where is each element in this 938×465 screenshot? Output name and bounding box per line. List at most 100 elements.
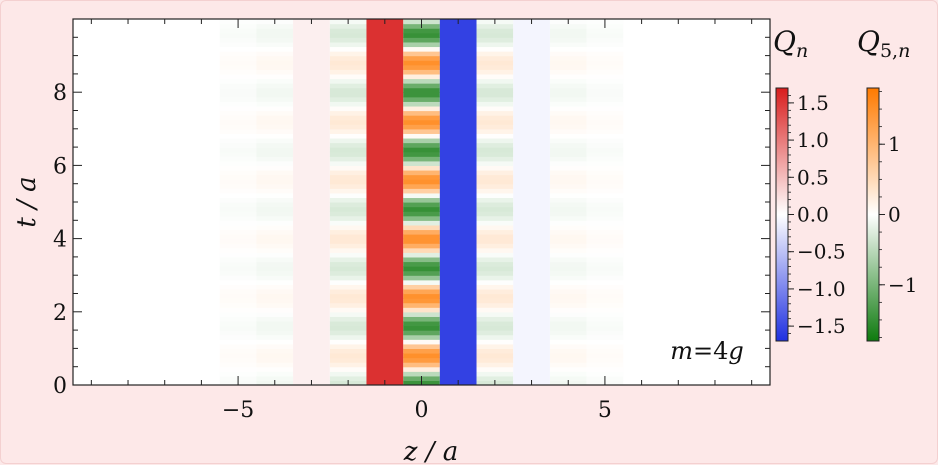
q5n-cell <box>403 83 440 89</box>
q5n-cell <box>476 142 514 148</box>
q5n-cell <box>586 229 624 235</box>
q5n-cell <box>549 105 587 112</box>
q5n-cell <box>403 73 440 80</box>
q5n-cell <box>403 284 440 290</box>
q5n-cell <box>549 284 587 290</box>
q5n-cell <box>329 270 367 276</box>
q5n-cell <box>256 357 294 363</box>
q5n-cell <box>256 60 294 66</box>
q5n-cell <box>586 105 624 112</box>
q5n-cell <box>586 311 624 317</box>
q5n-cell <box>329 247 367 253</box>
q5n-cell <box>476 279 514 285</box>
q5n-cell <box>219 128 257 134</box>
q5n-colorbar-title: Q5,n <box>857 25 910 62</box>
q5n-cell <box>219 211 257 217</box>
q5n-cell <box>476 320 514 327</box>
q5n-cell <box>403 133 440 139</box>
q5n-cell <box>586 266 624 272</box>
q5n-cell <box>403 32 440 38</box>
q5n-cell <box>219 220 257 226</box>
q5n-cell <box>476 330 514 336</box>
q5n-cell <box>476 375 514 382</box>
q5n-cell <box>219 101 257 107</box>
q5n-cell <box>586 243 624 249</box>
q5n-cell <box>403 302 440 308</box>
q5n-cell <box>329 156 367 162</box>
q5n-cell <box>219 165 257 171</box>
q5n-cell <box>329 160 367 166</box>
q5n-cell <box>586 78 624 84</box>
q5n-cell <box>549 366 587 372</box>
q5n-cell <box>256 32 294 38</box>
q5n-cell <box>586 96 624 102</box>
q5n-cell <box>549 261 587 267</box>
q5n-cell <box>476 288 514 295</box>
q5n-cell <box>586 192 624 199</box>
q5n-cell <box>329 330 367 336</box>
q5n-cell <box>256 270 294 276</box>
q5n-cell <box>403 371 440 377</box>
q5n-cell <box>219 124 257 130</box>
q5n-cell <box>256 224 294 231</box>
q5n-cell <box>476 343 514 349</box>
q5n-cell <box>329 211 367 217</box>
q5n-cell <box>256 316 294 322</box>
q5n-cell <box>329 279 367 285</box>
q5n-cell <box>403 142 440 148</box>
q5n-cell <box>329 183 367 189</box>
colorbar-ticks: 1.5 1.0 0.5 0.0 −0.5 −1.0 −1.5 1 0 −1 <box>788 91 917 338</box>
q5n-cell <box>219 316 257 322</box>
q5n-cell <box>586 142 624 148</box>
q5n-cell <box>476 169 514 176</box>
q5n-cell <box>476 275 514 281</box>
q5n-cell <box>403 256 440 263</box>
q5n-cell <box>476 87 514 93</box>
q5n-cell <box>549 73 587 80</box>
q5n-cell <box>256 147 294 153</box>
q5n-cell <box>256 174 294 180</box>
q5n-cell <box>476 101 514 107</box>
q5n-cell <box>403 124 440 130</box>
q5n-cell <box>329 110 367 116</box>
q5n-cell <box>256 128 294 134</box>
q5n-cell <box>329 252 367 258</box>
q5n-cell <box>586 28 624 34</box>
q5n-cell <box>256 275 294 281</box>
q5n-cell <box>476 46 514 52</box>
q5n-cell <box>476 352 514 359</box>
q5n-colorbar <box>866 87 880 342</box>
q5n-cell <box>403 60 440 66</box>
q5n-cell <box>256 266 294 272</box>
q5n-cell <box>256 55 294 61</box>
q5n-cell <box>586 371 624 377</box>
q5n-cell <box>219 334 257 340</box>
q5n-cell <box>586 275 624 281</box>
q5n-cell <box>476 202 514 208</box>
qn-cb-tick-label: 0.0 <box>797 203 829 227</box>
q5n-cell <box>256 96 294 102</box>
qn-cb-tick-label: −0.5 <box>797 240 846 264</box>
q5n-cell <box>476 37 514 43</box>
q5n-cell <box>256 28 294 34</box>
q5n-cell <box>329 348 367 354</box>
q5n-cell <box>403 234 440 240</box>
q5n-cell <box>256 366 294 372</box>
q5n-cell <box>219 183 257 189</box>
q5n-cell <box>256 179 294 185</box>
q5n-cell <box>219 266 257 272</box>
q5n-cell <box>329 51 367 57</box>
q5n-cell <box>219 284 257 290</box>
q5n-cell <box>476 60 514 66</box>
q5n-cell <box>219 197 257 203</box>
q5n-cell <box>219 73 257 80</box>
q5n-cell <box>329 266 367 272</box>
q5n-cell <box>549 28 587 34</box>
q5n-cell <box>256 325 294 331</box>
q5n-cell <box>476 229 514 235</box>
q5n-cell <box>476 302 514 308</box>
q5n-cell <box>549 165 587 171</box>
q5n-cell <box>549 275 587 281</box>
q5n-cell <box>219 261 257 267</box>
q5n-cell <box>329 366 367 372</box>
